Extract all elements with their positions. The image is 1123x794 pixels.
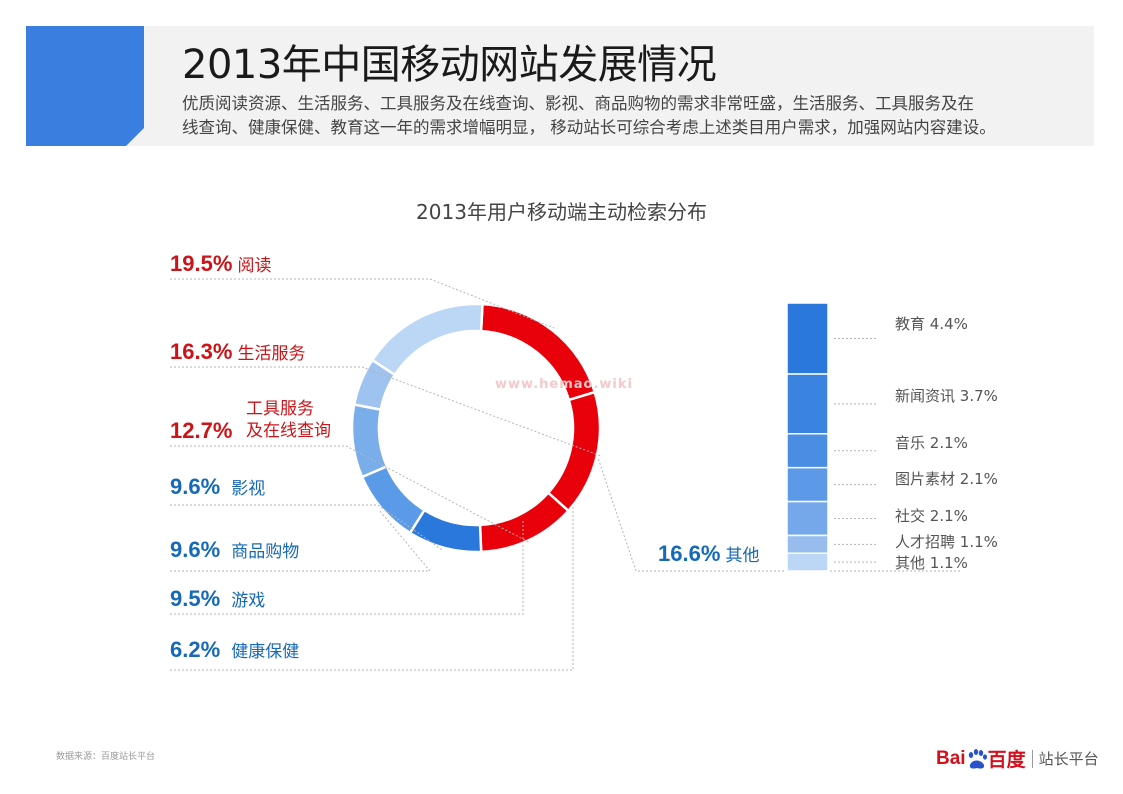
breakdown-bar-segment-2 <box>786 433 829 469</box>
donut-slice-5 <box>350 403 389 479</box>
header-band <box>26 26 1094 146</box>
slice-name: 商品购物 <box>231 542 300 562</box>
slice-label-shopping: 9.6% 商品购物 <box>170 537 299 563</box>
baidu-logo: Bai 百度 站长平台 <box>936 745 1099 772</box>
slice-name-line-2: 及在线查询 <box>246 421 331 441</box>
breakdown-value: 3.7% <box>959 387 998 405</box>
slice-label-other: 16.6% 其他 <box>658 541 759 567</box>
breakdown-name: 社交 <box>895 507 926 525</box>
slice-name: 影视 <box>231 479 266 499</box>
breakdown-label-other: 其他 1.1% <box>895 552 968 573</box>
breakdown-name: 新闻资讯 <box>895 387 956 405</box>
breakdown-value: 2.1% <box>929 434 968 452</box>
leader-line-3 <box>170 504 444 552</box>
header-accent-shape <box>26 26 144 146</box>
data-source: 数据来源：百度站长平台 <box>56 752 156 762</box>
leader-line-0 <box>170 278 555 329</box>
slice-name: 生活服务 <box>237 344 306 364</box>
breakdown-label-jobs: 人才招聘 1.1% <box>895 531 998 552</box>
slice-value: 12.7% <box>170 418 233 443</box>
breakdown-name: 音乐 <box>895 434 926 452</box>
brand-bai: Bai <box>936 747 966 769</box>
slice-name: 阅读 <box>237 256 272 276</box>
breakdown-name: 教育 <box>895 315 926 333</box>
slice-name: 健康保健 <box>231 642 300 662</box>
slice-value: 16.6% <box>658 541 721 566</box>
watermark: www.hemao.wiki <box>495 377 633 392</box>
leader-line-2 <box>170 445 531 544</box>
brand-separator <box>1031 749 1033 768</box>
page-title: 2013年中国移动网站发展情况 <box>182 42 717 88</box>
slice-name-line-1: 工具服务 <box>246 399 314 419</box>
breakdown-bar-segment-4 <box>786 500 829 537</box>
slice-label-life-services: 16.3% 生活服务 <box>170 339 305 365</box>
slice-label-tools-name: 工具服务 及在线查询 <box>246 398 331 442</box>
breakdown-name: 图片素材 <box>895 470 956 488</box>
breakdown-bar-segment-6 <box>786 552 829 572</box>
slice-label-games: 9.5% 游戏 <box>170 586 265 612</box>
slice-name: 游戏 <box>231 591 266 611</box>
breakdown-label-news: 新闻资讯 3.7% <box>895 385 998 406</box>
slice-value: 19.5% <box>170 251 233 276</box>
breakdown-bar-segment-3 <box>786 466 829 503</box>
leader-line-7 <box>597 457 960 572</box>
paw-icon <box>968 748 987 769</box>
leader-line-1 <box>170 366 601 457</box>
breakdown-value: 2.1% <box>929 507 968 525</box>
breakdown-value: 1.1% <box>959 533 998 551</box>
breakdown-bar-segment-1 <box>786 373 829 435</box>
breakdown-value: 1.1% <box>929 554 968 572</box>
brand-du: 百度 <box>987 749 1026 771</box>
breakdown-label-social: 社交 2.1% <box>895 505 968 526</box>
description-line-2: 线查询、健康保健、教育这一年的需求增幅明显， 移动站长可综合考虑上述类目用户需求… <box>182 118 996 137</box>
brand-platform: 站长平台 <box>1038 750 1099 768</box>
slice-name: 其他 <box>725 546 760 566</box>
breakdown-label-education: 教育 4.4% <box>895 313 968 334</box>
description-line-1: 优质阅读资源、生活服务、工具服务及在线查询、影视、商品购物的需求非常旺盛，生活服… <box>182 94 974 113</box>
slice-label-health: 6.2% 健康保健 <box>170 637 299 663</box>
slice-label-tools: 12.7% <box>170 418 232 444</box>
slice-label-video: 9.6% 影视 <box>170 474 265 500</box>
chart-title: 2013年用户移动端主动检索分布 <box>416 200 707 224</box>
slice-value: 16.3% <box>170 339 233 364</box>
donut-slice-1 <box>546 390 602 513</box>
breakdown-bar-segment-5 <box>786 534 829 554</box>
leader-line-4 <box>170 510 432 572</box>
breakdown-bar-segment-0 <box>786 302 829 375</box>
breakdown-name: 人才招聘 <box>895 533 956 551</box>
donut-slice-2 <box>478 490 571 554</box>
leader-line-5 <box>170 520 524 615</box>
slice-value: 6.2% <box>170 637 221 662</box>
slice-value: 9.6% <box>170 474 221 499</box>
breakdown-label-images: 图片素材 2.1% <box>895 468 998 489</box>
donut-slice-4 <box>360 464 427 535</box>
breakdown-label-music: 音乐 2.1% <box>895 432 968 453</box>
slice-value: 9.6% <box>170 537 221 562</box>
page-description: 优质阅读资源、生活服务、工具服务及在线查询、影视、商品购物的需求非常旺盛，生活服… <box>182 92 1097 140</box>
leader-line-6 <box>170 505 574 671</box>
breakdown-name: 其他 <box>895 554 926 572</box>
breakdown-value: 2.1% <box>959 470 998 488</box>
slice-value: 9.5% <box>170 586 221 611</box>
donut-slice-7 <box>370 302 484 377</box>
breakdown-value: 4.4% <box>929 315 968 333</box>
slice-label-reading: 19.5% 阅读 <box>170 251 271 277</box>
